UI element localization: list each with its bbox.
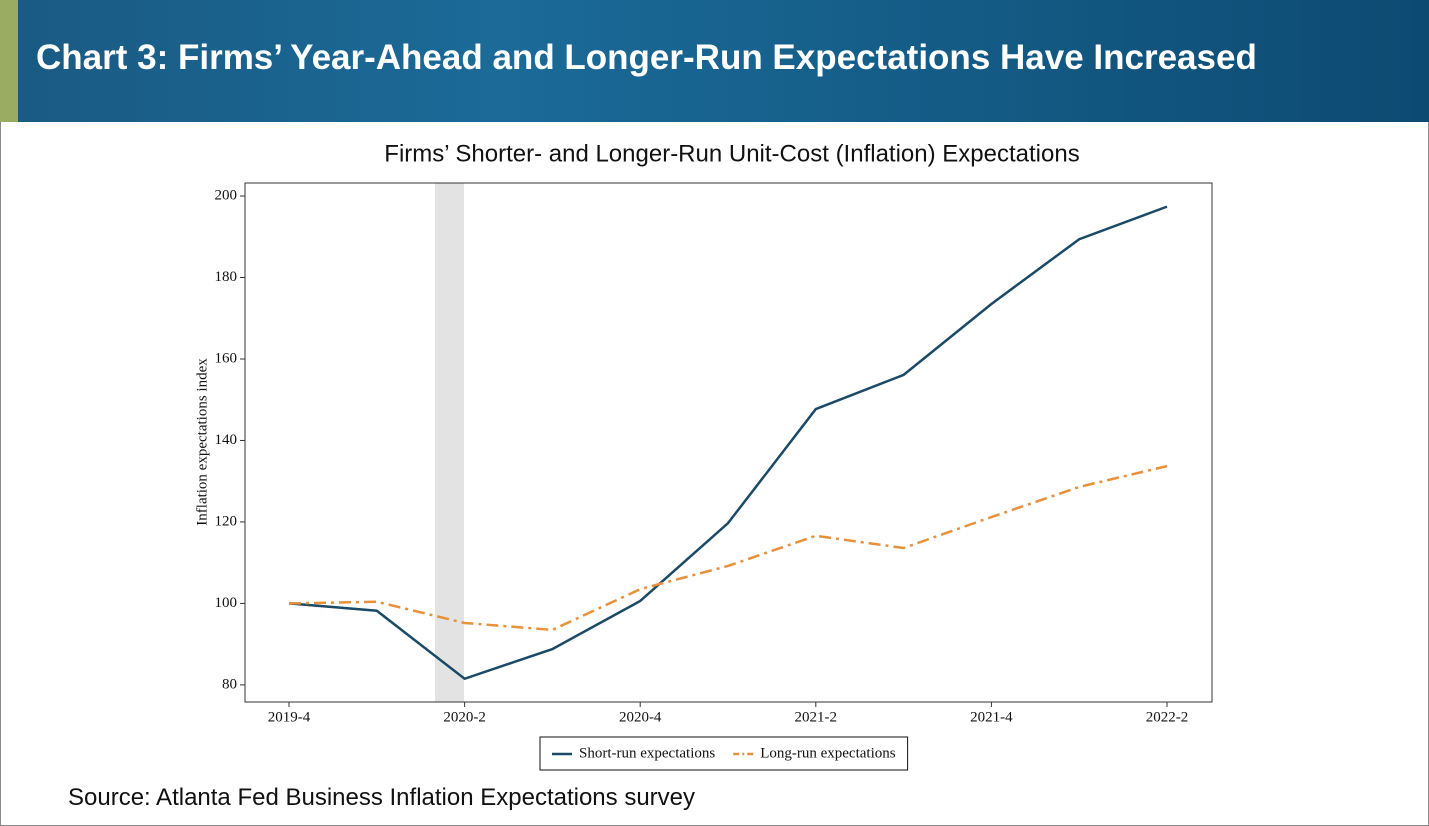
- chart: Firms’ Shorter- and Longer-Run Unit-Cost…: [194, 140, 1213, 771]
- legend-label: Short-run expectations: [579, 745, 715, 761]
- legend-box: [539, 736, 909, 771]
- series-line: [288, 205, 1168, 681]
- y-axis-label: Inflation expectations index: [194, 358, 210, 526]
- x-tick-label: 2022-2: [1146, 709, 1189, 725]
- x-tick-label: 2021-2: [795, 709, 838, 725]
- accent-strip: [0, 0, 18, 122]
- source-note: Source: Atlanta Fed Business Inflation E…: [68, 784, 696, 811]
- y-tick-label: 160: [215, 350, 238, 366]
- y-tick-label: 140: [215, 432, 238, 448]
- y-tick-label: 100: [215, 595, 238, 611]
- x-tick-label: 2020-2: [443, 709, 486, 725]
- chart-title: Firms’ Shorter- and Longer-Run Unit-Cost…: [384, 140, 1079, 167]
- x-tick-label: 2019-4: [268, 709, 311, 725]
- x-tick-label: 2020-4: [619, 709, 662, 725]
- y-tick-label: 80: [222, 676, 237, 692]
- slide-title: Chart 3: Firms’ Year-Ahead and Longer-Ru…: [36, 38, 1257, 77]
- legend: Short-run expectations Long-run expectati…: [539, 736, 909, 771]
- y-tick-label: 120: [215, 513, 238, 529]
- plot-frame: [244, 182, 1213, 703]
- header-band: [0, 0, 1429, 122]
- y-tick-label: 180: [215, 269, 238, 285]
- y-tick-label: 200: [215, 187, 238, 203]
- recession-shade: [435, 183, 464, 702]
- legend-label: Long-run expectations: [760, 745, 896, 761]
- x-tick-label: 2021-4: [970, 709, 1013, 725]
- series-line: [288, 464, 1168, 632]
